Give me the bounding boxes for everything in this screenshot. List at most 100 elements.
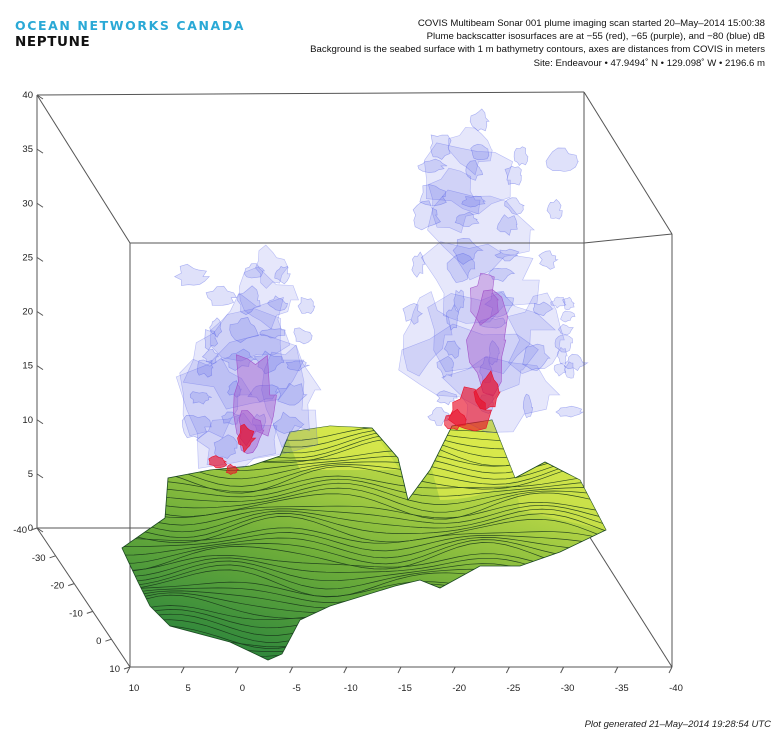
plume-blue-iso: [504, 165, 522, 186]
plume-blue-iso: [272, 411, 305, 434]
plume-blue-iso: [496, 214, 518, 236]
plume-blue-iso: [545, 147, 579, 172]
contour-line: [122, 504, 606, 526]
plume-red-iso: [237, 423, 257, 453]
plume-blue-iso: [247, 384, 280, 403]
y-tick-mark: [30, 527, 38, 531]
plume-blue-iso: [220, 348, 257, 371]
plume-blue-iso: [484, 291, 514, 318]
plume-blue-iso: [461, 195, 487, 208]
contour-line: [122, 542, 606, 572]
y-tick-label: -20: [50, 581, 64, 592]
z-tick-label: 15: [22, 361, 33, 372]
contour-line: [122, 478, 606, 498]
contour-line: [122, 527, 606, 544]
plume-red-iso: [225, 463, 240, 475]
plume-blue-iso: [427, 189, 535, 281]
plume-blue-iso: [453, 289, 465, 313]
plume-blue-iso: [253, 350, 285, 375]
plume-blue-iso: [221, 411, 241, 425]
z-tick-label: 30: [22, 198, 33, 209]
plume-blue-iso: [419, 184, 447, 206]
box-edge: [583, 91, 673, 235]
y-axis: -40 -30 -20 -10 0 10: [13, 525, 131, 675]
contour-line: [122, 501, 606, 519]
z-tick-mark: [36, 365, 44, 371]
plume-blue-iso: [196, 359, 214, 378]
plume-blue-iso: [244, 263, 266, 279]
y-tick-label: -40: [13, 525, 27, 536]
plume-blue-iso: [195, 412, 278, 468]
z-tick-label: 10: [22, 415, 33, 426]
x-tick-mark: [668, 666, 673, 674]
x-tick-mark: [289, 666, 294, 674]
contour-line: [122, 539, 606, 565]
plume-blue-iso: [488, 267, 516, 282]
box-edge: [583, 527, 673, 668]
plume-blue-iso: [297, 296, 316, 314]
plume-blue-iso: [213, 434, 238, 459]
plume-blue-iso: [277, 382, 308, 406]
plume-blue-iso: [554, 334, 573, 353]
chart-subtitle-2: Background is the seabed surface with 1 …: [310, 44, 765, 55]
box-edge: [36, 527, 131, 668]
plume-blue-iso: [469, 108, 490, 132]
plume-blue-iso: [427, 291, 556, 375]
plume-blue-iso: [412, 200, 441, 231]
x-tick-label: -25: [507, 683, 521, 694]
plume-blue-iso: [564, 353, 589, 372]
plume-blue-iso: [454, 211, 480, 228]
chart-title: COVIS Multibeam Sonar 001 plume imaging …: [417, 18, 765, 29]
x-tick-label: -5: [292, 683, 300, 694]
plume-blue-iso: [402, 303, 424, 325]
x-axis: 10 5 0 -5 -10 -15 -20 -25 -30 -35 -40: [126, 666, 683, 694]
plume-blue-iso: [428, 167, 481, 234]
z-tick-label: 25: [22, 252, 33, 263]
plume-blue-iso: [182, 308, 305, 410]
z-tick-label: 20: [22, 307, 33, 318]
y-tick-label: -30: [32, 553, 46, 564]
x-tick-label: -40: [669, 683, 683, 694]
x-tick-mark: [180, 666, 185, 674]
plume-red-iso: [473, 370, 501, 410]
plume-blue-iso: [522, 393, 534, 419]
z-tick-mark: [36, 527, 44, 533]
plume-blue-iso: [522, 343, 551, 371]
plume-blue-iso: [430, 134, 452, 160]
seabed-surface: [121, 419, 607, 661]
plume-red-iso: [444, 408, 467, 431]
contour-line: [122, 487, 606, 513]
x-tick-label: -10: [344, 683, 358, 694]
plume-blue-iso: [201, 348, 219, 365]
plume-blue-iso: [238, 266, 299, 330]
contour-line: [122, 513, 606, 539]
plume-blue-iso: [489, 340, 500, 366]
plume-blue-iso: [538, 250, 559, 270]
plume-blue-iso: [446, 252, 476, 283]
contour-line: [122, 553, 606, 571]
contour-line: [122, 634, 606, 654]
plume-blue-iso: [423, 142, 514, 215]
y-tick-mark: [105, 638, 112, 642]
x-tick-mark: [126, 666, 131, 674]
plume-blue-iso: [550, 296, 567, 309]
plume-blue-iso: [504, 197, 525, 215]
plume-blue-iso: [285, 360, 310, 372]
plume-blue-iso: [402, 291, 453, 377]
plume-blue-iso: [173, 263, 211, 286]
plume-blue-iso: [237, 285, 261, 316]
z-tick-mark: [36, 256, 44, 262]
y-tick-mark: [49, 555, 56, 559]
plume-blue-iso: [293, 327, 313, 345]
x-tick-mark: [234, 666, 239, 674]
plume-blue-iso: [553, 363, 567, 377]
plume-blue-iso: [209, 317, 223, 338]
z-tick-mark: [36, 419, 44, 425]
plume-blue-iso: [420, 241, 540, 324]
plume-blue-iso: [470, 143, 490, 161]
plume-blue-iso: [189, 391, 212, 405]
x-tick-mark: [397, 666, 402, 674]
plume-blue-iso: [560, 310, 576, 323]
z-tick-mark: [36, 202, 44, 208]
